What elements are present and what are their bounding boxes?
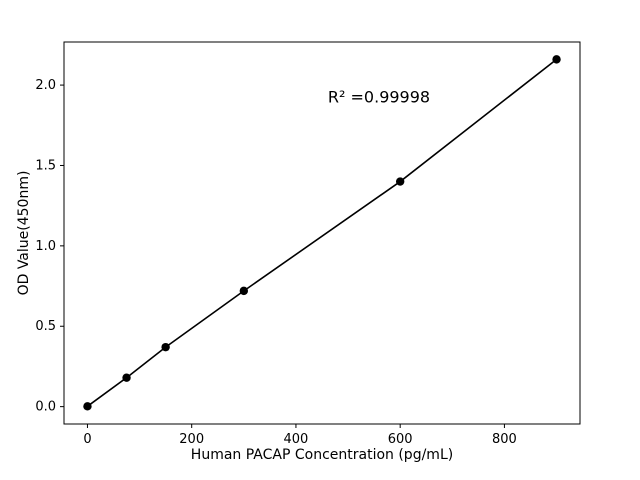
- data-point: [83, 402, 92, 411]
- y-tick-label: 1.5: [35, 158, 56, 173]
- axes-frame: [63, 41, 581, 425]
- y-tick-label: 2.0: [35, 78, 56, 93]
- x-tick-label: 600: [388, 432, 413, 447]
- x-tick-label: 200: [179, 432, 204, 447]
- data-point: [122, 373, 131, 382]
- x-axis-label: Human PACAP Concentration (pg/mL): [190, 447, 454, 463]
- y-tick-label: 0.0: [35, 400, 56, 415]
- data-point: [395, 177, 405, 186]
- data-point: [161, 342, 170, 352]
- standard-curve-line: [86, 58, 558, 407]
- y-tick-label: 0.5: [35, 319, 56, 334]
- x-tick-label: 400: [284, 432, 309, 447]
- x-tick-label: 0: [83, 432, 91, 447]
- y-tick-label: 1.0: [35, 239, 56, 254]
- data-point: [239, 286, 249, 296]
- r-squared-annotation: R² =0.99998: [327, 87, 431, 107]
- data-point: [552, 55, 561, 64]
- x-tick-label: 800: [492, 432, 517, 447]
- y-axis-label: OD Value(450nm): [16, 170, 32, 296]
